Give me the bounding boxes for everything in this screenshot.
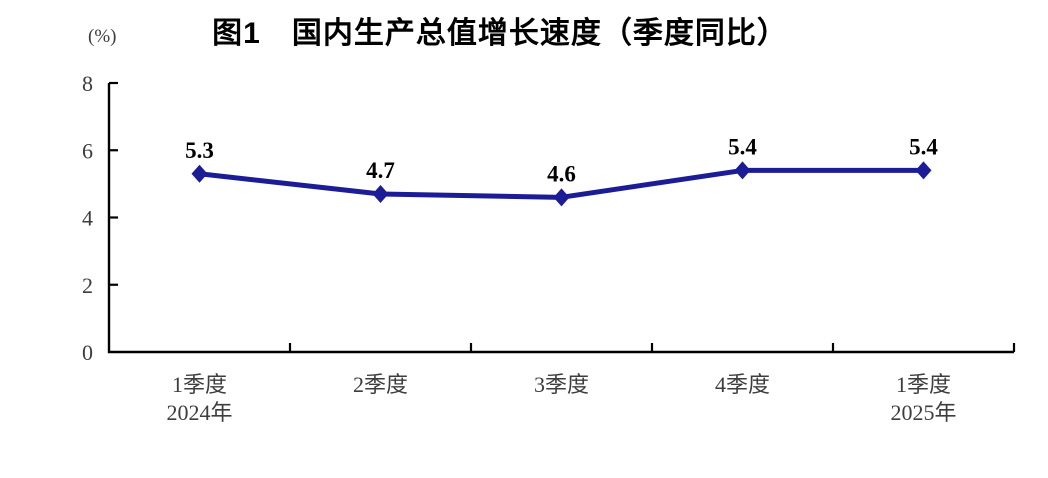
data-point-label: 5.4 — [728, 134, 757, 159]
x-axis-label: 1季度 — [896, 372, 951, 397]
x-axis-label: 3季度 — [534, 372, 589, 397]
x-axis-label: 1季度 — [172, 372, 227, 397]
data-point-marker — [553, 188, 570, 207]
x-axis-label-year: 2024年 — [166, 400, 232, 425]
y-tick-label: 0 — [82, 340, 93, 365]
y-tick-label: 4 — [82, 206, 93, 231]
y-tick-label: 2 — [82, 273, 93, 298]
y-tick-label: 8 — [82, 71, 93, 96]
chart-title: 图1 国内生产总值增长速度（季度同比） — [212, 17, 788, 50]
data-point-marker — [734, 161, 751, 180]
data-point-label: 5.3 — [185, 138, 214, 163]
data-point-label: 4.6 — [547, 161, 576, 186]
x-axis-label: 4季度 — [715, 372, 770, 397]
x-axis-label: 2季度 — [353, 372, 408, 397]
axes — [107, 83, 1014, 354]
data-point-marker — [372, 184, 389, 203]
data-point-label: 4.7 — [366, 158, 395, 183]
y-tick-label: 6 — [82, 138, 93, 163]
x-axis-label-year: 2025年 — [890, 400, 956, 425]
data-point-marker — [915, 161, 932, 180]
data-point-marker — [191, 164, 208, 183]
y-axis-unit-label: (%) — [88, 26, 117, 47]
data-point-label: 5.4 — [909, 134, 938, 159]
